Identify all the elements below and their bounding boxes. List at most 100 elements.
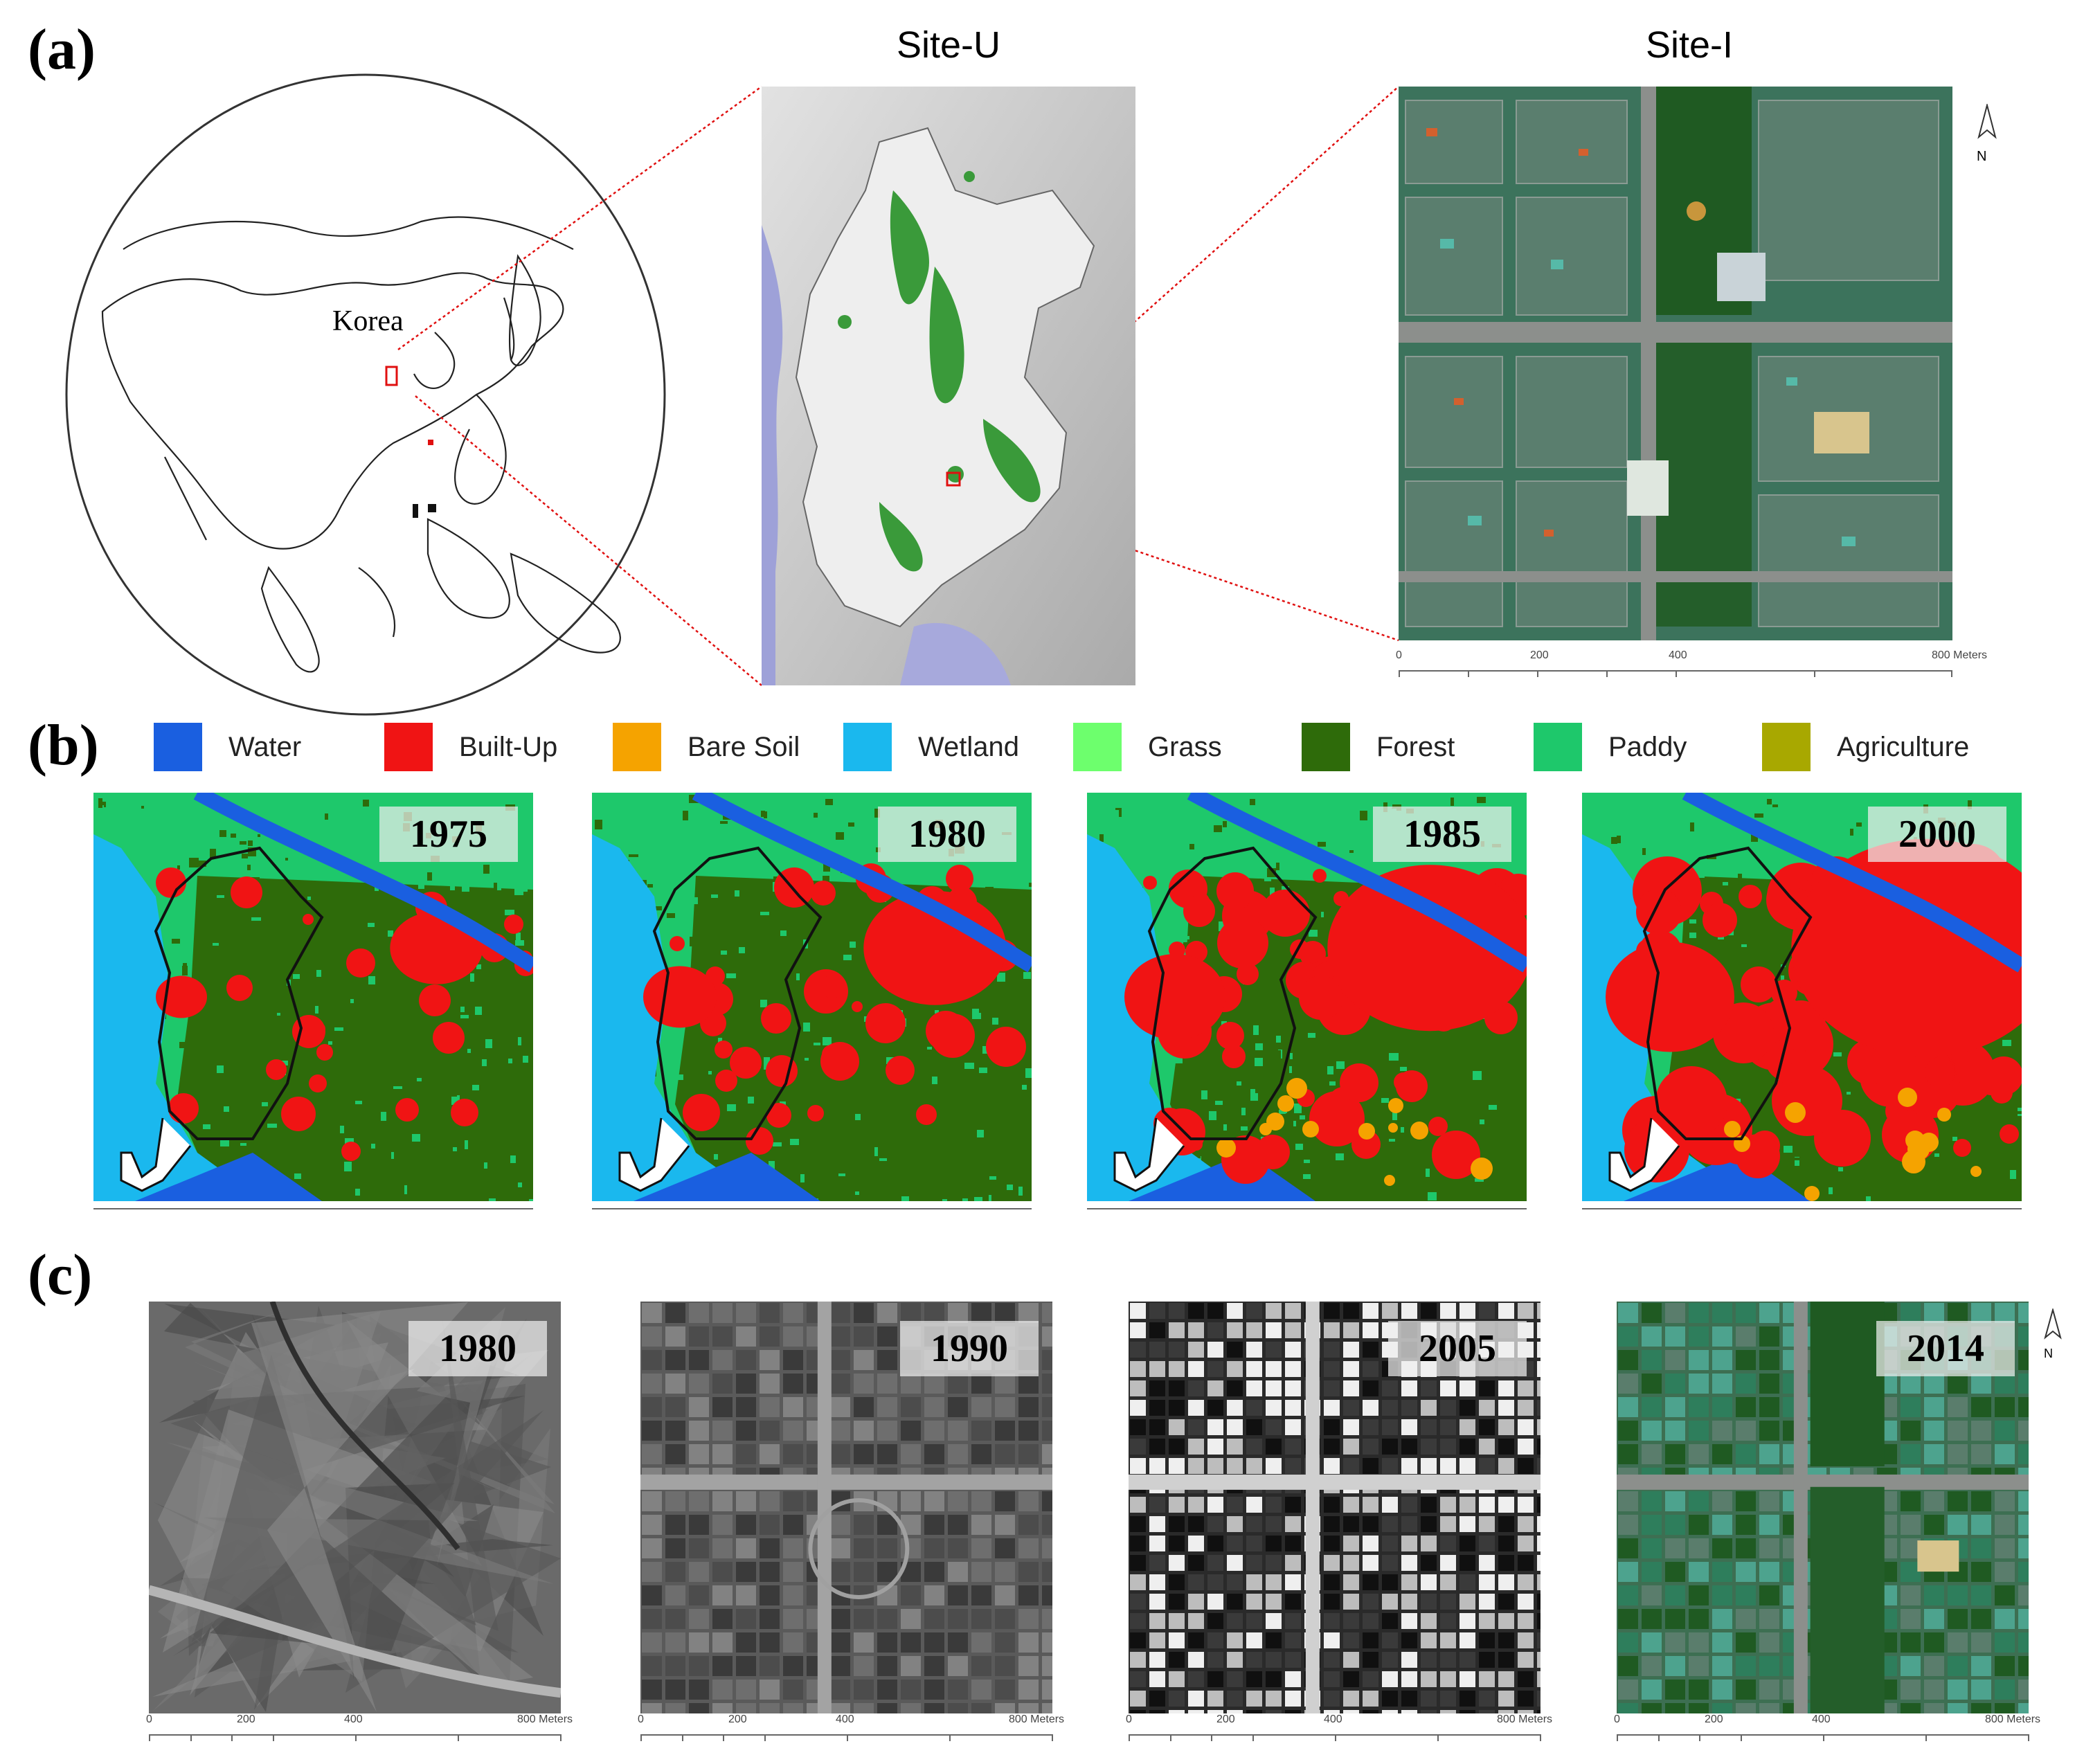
building-block bbox=[1246, 1632, 1262, 1648]
land-cover-patch bbox=[1183, 936, 1189, 939]
built-up-patch bbox=[820, 975, 844, 998]
built-up-patch bbox=[1255, 1135, 1290, 1169]
land-cover-patch bbox=[935, 1010, 939, 1014]
land-cover-patch bbox=[724, 939, 730, 944]
building-block bbox=[830, 1703, 850, 1713]
land-cover-patch bbox=[1934, 1153, 1939, 1157]
building-block bbox=[1149, 1555, 1165, 1571]
main-road bbox=[1305, 1302, 1320, 1713]
building-block bbox=[736, 1656, 756, 1676]
building-block bbox=[1188, 1361, 1204, 1377]
building-block bbox=[830, 1326, 850, 1347]
building-block bbox=[689, 1538, 709, 1558]
building-block bbox=[760, 1703, 780, 1713]
building-block bbox=[1995, 1703, 2015, 1713]
land-cover-patch bbox=[969, 1177, 976, 1183]
land-cover-patch bbox=[1215, 1101, 1223, 1105]
building-block bbox=[1971, 1680, 1991, 1700]
building-block bbox=[1343, 1303, 1359, 1319]
building-block bbox=[2018, 1374, 2029, 1394]
land-cover-patch bbox=[465, 1140, 468, 1149]
land-cover-patch bbox=[453, 1147, 457, 1151]
building-block bbox=[1498, 1671, 1514, 1687]
building-block bbox=[1246, 1671, 1262, 1687]
building-block bbox=[1246, 1439, 1262, 1455]
building-block bbox=[1382, 1400, 1398, 1416]
photo-year-label: 2005 bbox=[1388, 1321, 1527, 1376]
land-cover-patch bbox=[248, 1095, 255, 1099]
legend-item: Agriculture bbox=[1762, 720, 1969, 774]
building-block bbox=[1971, 1303, 1991, 1323]
scale-label: 800 Meters bbox=[1009, 1713, 1065, 1725]
scale-label: 400 bbox=[1812, 1713, 1831, 1725]
building-block bbox=[1440, 1594, 1456, 1610]
building-block bbox=[1363, 1361, 1378, 1377]
building-block bbox=[2018, 1609, 2029, 1629]
building-block bbox=[1169, 1613, 1185, 1629]
land-cover-patch bbox=[2000, 1196, 2009, 1201]
building-block bbox=[1665, 1656, 1685, 1676]
building-block bbox=[642, 1703, 662, 1713]
land-cover-patch bbox=[676, 1074, 683, 1080]
building-block bbox=[1343, 1400, 1359, 1416]
land-cover-patch bbox=[629, 854, 638, 857]
land-cover-patch bbox=[823, 863, 830, 872]
building-block bbox=[712, 1303, 733, 1323]
land-cover-patch bbox=[679, 898, 683, 903]
building-block bbox=[1995, 1444, 2015, 1464]
building-block bbox=[901, 1680, 921, 1700]
building-block bbox=[1537, 1322, 1540, 1338]
building-block bbox=[1736, 1350, 1756, 1370]
land-cover-patch bbox=[1844, 845, 1851, 854]
land-cover-patch bbox=[198, 861, 206, 867]
built-up-patch bbox=[1261, 890, 1309, 937]
land-cover-patch bbox=[901, 1028, 910, 1035]
land-cover-patch bbox=[1007, 1185, 1013, 1190]
building-block bbox=[1207, 1632, 1223, 1648]
building-block bbox=[1459, 1303, 1475, 1319]
building-block bbox=[1227, 1419, 1243, 1435]
building-block bbox=[1227, 1458, 1243, 1474]
building-block bbox=[1207, 1439, 1223, 1455]
building-block bbox=[642, 1397, 662, 1417]
building-block bbox=[1498, 1303, 1514, 1319]
building-block bbox=[736, 1680, 756, 1700]
land-cover-patch bbox=[1309, 930, 1318, 937]
land-cover-patch bbox=[404, 1034, 411, 1043]
land-cover-patch bbox=[901, 1196, 909, 1201]
building-block bbox=[760, 1350, 780, 1370]
land-cover-patch bbox=[769, 1161, 775, 1169]
building-block bbox=[1948, 1609, 1968, 1629]
building-block bbox=[1665, 1562, 1685, 1582]
building-block bbox=[1971, 1656, 1991, 1676]
land-cover-patch bbox=[932, 1077, 937, 1084]
building-block bbox=[1130, 1458, 1146, 1474]
land-cover-patch bbox=[960, 1195, 964, 1201]
built-up-patch bbox=[865, 1003, 906, 1043]
building-block bbox=[1665, 1350, 1685, 1370]
building-block bbox=[1188, 1322, 1204, 1338]
building-block bbox=[1901, 1538, 1921, 1558]
built-up-patch bbox=[683, 1094, 720, 1131]
building-block bbox=[1642, 1680, 1662, 1700]
building-block bbox=[1324, 1458, 1340, 1474]
built-up-patch bbox=[266, 1059, 287, 1080]
land-cover-patch bbox=[355, 1189, 360, 1196]
building-block bbox=[901, 1421, 921, 1441]
building-block bbox=[1149, 1536, 1165, 1551]
building-block bbox=[1401, 1303, 1417, 1319]
building-block bbox=[1246, 1303, 1262, 1319]
land-cover-patch bbox=[1029, 883, 1032, 887]
building-block bbox=[1382, 1652, 1398, 1668]
built-up-patch bbox=[395, 1098, 419, 1122]
main-road bbox=[1793, 1302, 1808, 1713]
sea-area bbox=[634, 1153, 820, 1201]
building-block bbox=[642, 1609, 662, 1629]
built-up-patch bbox=[1925, 1057, 1955, 1088]
land-cover-patch bbox=[251, 917, 261, 921]
land-cover-patch bbox=[1762, 933, 1769, 940]
building-block bbox=[1901, 1562, 1921, 1582]
land-cover-patch bbox=[344, 1162, 352, 1171]
building-block bbox=[1227, 1613, 1243, 1629]
building-block bbox=[1537, 1691, 1540, 1707]
